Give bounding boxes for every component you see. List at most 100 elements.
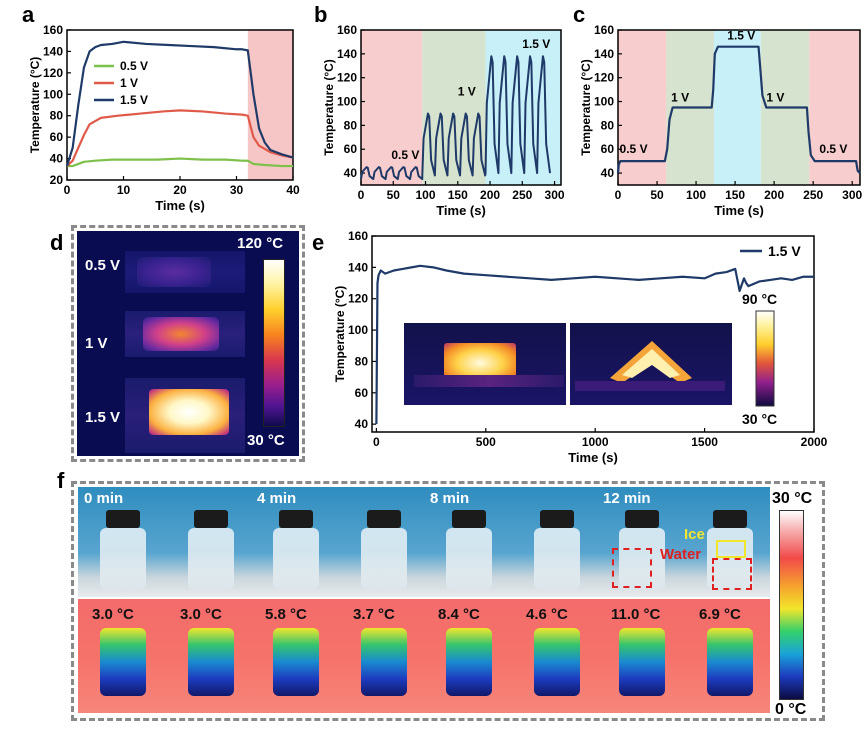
colorbar-d-min: 30 °C	[247, 432, 285, 449]
x-tick-label: 250	[803, 188, 823, 202]
time-label-3: 12 min	[603, 490, 651, 507]
time-label-0: 0 min	[84, 490, 124, 507]
plot-frame	[617, 29, 861, 186]
panel-d-frame	[71, 225, 305, 462]
legend-label-0: 0.5 V	[120, 59, 148, 73]
x-axis-label: Time (s)	[436, 203, 486, 218]
x-tick-label: 250	[512, 188, 532, 202]
ice-box	[716, 540, 746, 558]
x-tick-label: 0	[373, 435, 380, 449]
shaded-region-1	[422, 30, 486, 185]
x-tick-label: 150	[725, 188, 745, 202]
x-tick-label: 30	[230, 183, 244, 197]
vial-cap	[279, 510, 313, 528]
vial-temp-2-1: 4.6 °C	[526, 606, 568, 623]
shaded-region-0	[618, 30, 667, 185]
colorbar-f-max: 30 °C	[772, 490, 813, 507]
x-tick-label: 300	[545, 188, 565, 202]
colorbar-d-max: 120 °C	[237, 235, 284, 252]
vial-cap	[106, 510, 140, 528]
annotation-0: 0.5 V	[391, 148, 419, 162]
x-tick-label: 50	[650, 188, 664, 202]
x-tick-label: 20	[173, 183, 187, 197]
chart-a: 0 10 20 30 40 20 40 60 80 100 120 140 160 Time (s) Tem…	[28, 23, 300, 213]
x-tick-label: 150	[448, 188, 468, 202]
vial-photo	[446, 528, 492, 590]
y-tick-label: 20	[50, 173, 64, 187]
y-tick-label: 60	[355, 386, 369, 400]
vial-thermal	[446, 628, 492, 696]
vial-temp-3-1: 6.9 °C	[699, 606, 741, 623]
label-d-1v: 1 V	[85, 335, 108, 352]
shaded-region-2	[714, 30, 761, 185]
y-tick-label: 100	[348, 323, 368, 337]
x-axis-label: Time (s)	[155, 198, 205, 213]
x-tick-label: 2000	[801, 435, 828, 449]
series-line-cycles	[360, 55, 552, 181]
x-axis-label: Time (s)	[714, 203, 764, 218]
vial-thermal	[707, 628, 753, 696]
thermal-image-d: 120 °C 30 °C 0.5 V 1 V 1.5 V	[77, 231, 299, 456]
x-axis-label: Time (s)	[568, 450, 618, 465]
x-tick-label: 0	[64, 183, 71, 197]
chart-b: 0 50 100 150 200 250 300 40 60 80 100 120 140 160 Time…	[322, 23, 565, 218]
annotation-2: 1.5 V	[522, 37, 550, 51]
panel-label-a: a	[22, 2, 35, 27]
label-d-1p5v: 1.5 V	[85, 409, 121, 426]
chart-c: 0 50 100 150 200 250 300 40 60 80 100 120 140 160 Time…	[579, 23, 863, 218]
colorbar-e	[755, 310, 775, 407]
y-tick-label: 160	[43, 23, 63, 37]
vial-photo	[100, 528, 146, 590]
x-tick-label: 1500	[691, 435, 718, 449]
plot-frame	[371, 235, 815, 433]
shaded-region-0	[361, 30, 423, 185]
series-line-2	[65, 40, 294, 167]
y-tick-label: 140	[348, 260, 368, 274]
y-tick-label: 80	[355, 354, 369, 368]
water-label: Water	[660, 546, 702, 563]
y-axis-label: Temperature (°C)	[333, 286, 347, 383]
y-tick-label: 80	[50, 109, 64, 123]
plot-frame	[360, 29, 562, 186]
vial-photo	[619, 528, 665, 590]
x-tick-label: 10	[117, 183, 131, 197]
vial-temp-0-1: 3.0 °C	[180, 606, 222, 623]
vial-thermal	[273, 628, 319, 696]
vial-cap	[194, 510, 228, 528]
y-tick-label: 100	[337, 95, 357, 109]
y-tick-label: 160	[348, 229, 368, 243]
y-tick-label: 160	[337, 23, 357, 37]
x-tick-label: 200	[764, 188, 784, 202]
colorbar-f-min: 0 °C	[775, 701, 807, 718]
y-tick-label: 40	[355, 417, 369, 431]
series-line-0	[616, 45, 861, 174]
vial-temp-1-0: 5.8 °C	[265, 606, 307, 623]
y-tick-label: 40	[601, 166, 615, 180]
label-d-0p5v: 0.5 V	[85, 257, 121, 274]
water-box-right	[712, 558, 752, 590]
vial-thermal	[619, 628, 665, 696]
y-axis-label: Temperature (°C)	[322, 59, 336, 156]
y-tick-label: 140	[594, 47, 614, 61]
y-axis-label: Temperature (°C)	[579, 59, 593, 156]
chart-e: 0 500 1000 1500 2000 40 60 80 100 120 140 160 Time (…	[333, 229, 828, 465]
vial-cap	[625, 510, 659, 528]
legend-label-e: 1.5 V	[768, 243, 801, 259]
vial-temp-0-0: 3.0 °C	[92, 606, 134, 623]
x-tick-label: 100	[416, 188, 436, 202]
colorbar-d	[263, 259, 285, 427]
y-tick-label: 140	[337, 47, 357, 61]
ice-label: Ice	[684, 526, 705, 543]
x-tick-label: 200	[480, 188, 500, 202]
y-tick-label: 40	[50, 152, 64, 166]
x-tick-label: 300	[842, 188, 862, 202]
x-tick-label: 40	[286, 183, 300, 197]
x-tick-label: 50	[387, 188, 401, 202]
panel-label-f: f	[57, 468, 65, 493]
series-line-0	[67, 157, 293, 168]
series-line-1	[66, 109, 294, 167]
panel-label-d: d	[50, 230, 64, 255]
x-tick-label: 0	[358, 188, 365, 202]
y-tick-label: 120	[337, 71, 357, 85]
vial-cap	[452, 510, 486, 528]
